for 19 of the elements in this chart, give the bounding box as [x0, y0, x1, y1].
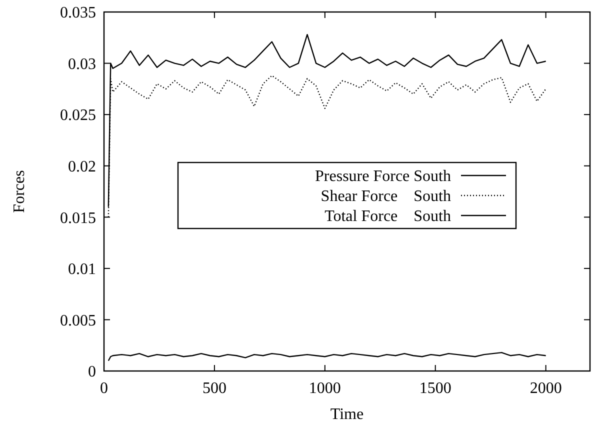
- x-axis-title: Time: [330, 406, 364, 423]
- y-tick-label: 0: [88, 364, 96, 381]
- legend-label: Total Force South: [324, 208, 451, 226]
- x-tick-label: 500: [202, 380, 226, 397]
- y-axis-title: Forces: [11, 170, 28, 213]
- x-tick-label: 0: [100, 380, 108, 397]
- line-series: [108, 352, 546, 362]
- x-tick-label: 1000: [308, 380, 341, 397]
- y-tick-label: 0.035: [60, 4, 96, 22]
- legend-label: Shear Force South: [320, 188, 451, 206]
- y-tick-label: 0.03: [68, 56, 96, 73]
- y-tick-label: 0.01: [68, 261, 96, 278]
- y-tick-label: 0.015: [60, 210, 96, 227]
- y-tick-label: 0.02: [68, 158, 96, 176]
- y-tick-label: 0.025: [60, 107, 96, 124]
- x-tick-label: 2000: [530, 380, 562, 397]
- y-tick-label: 0.005: [60, 312, 96, 330]
- x-tick-label: 1500: [419, 380, 452, 397]
- legend-label: Pressure Force South: [315, 168, 451, 186]
